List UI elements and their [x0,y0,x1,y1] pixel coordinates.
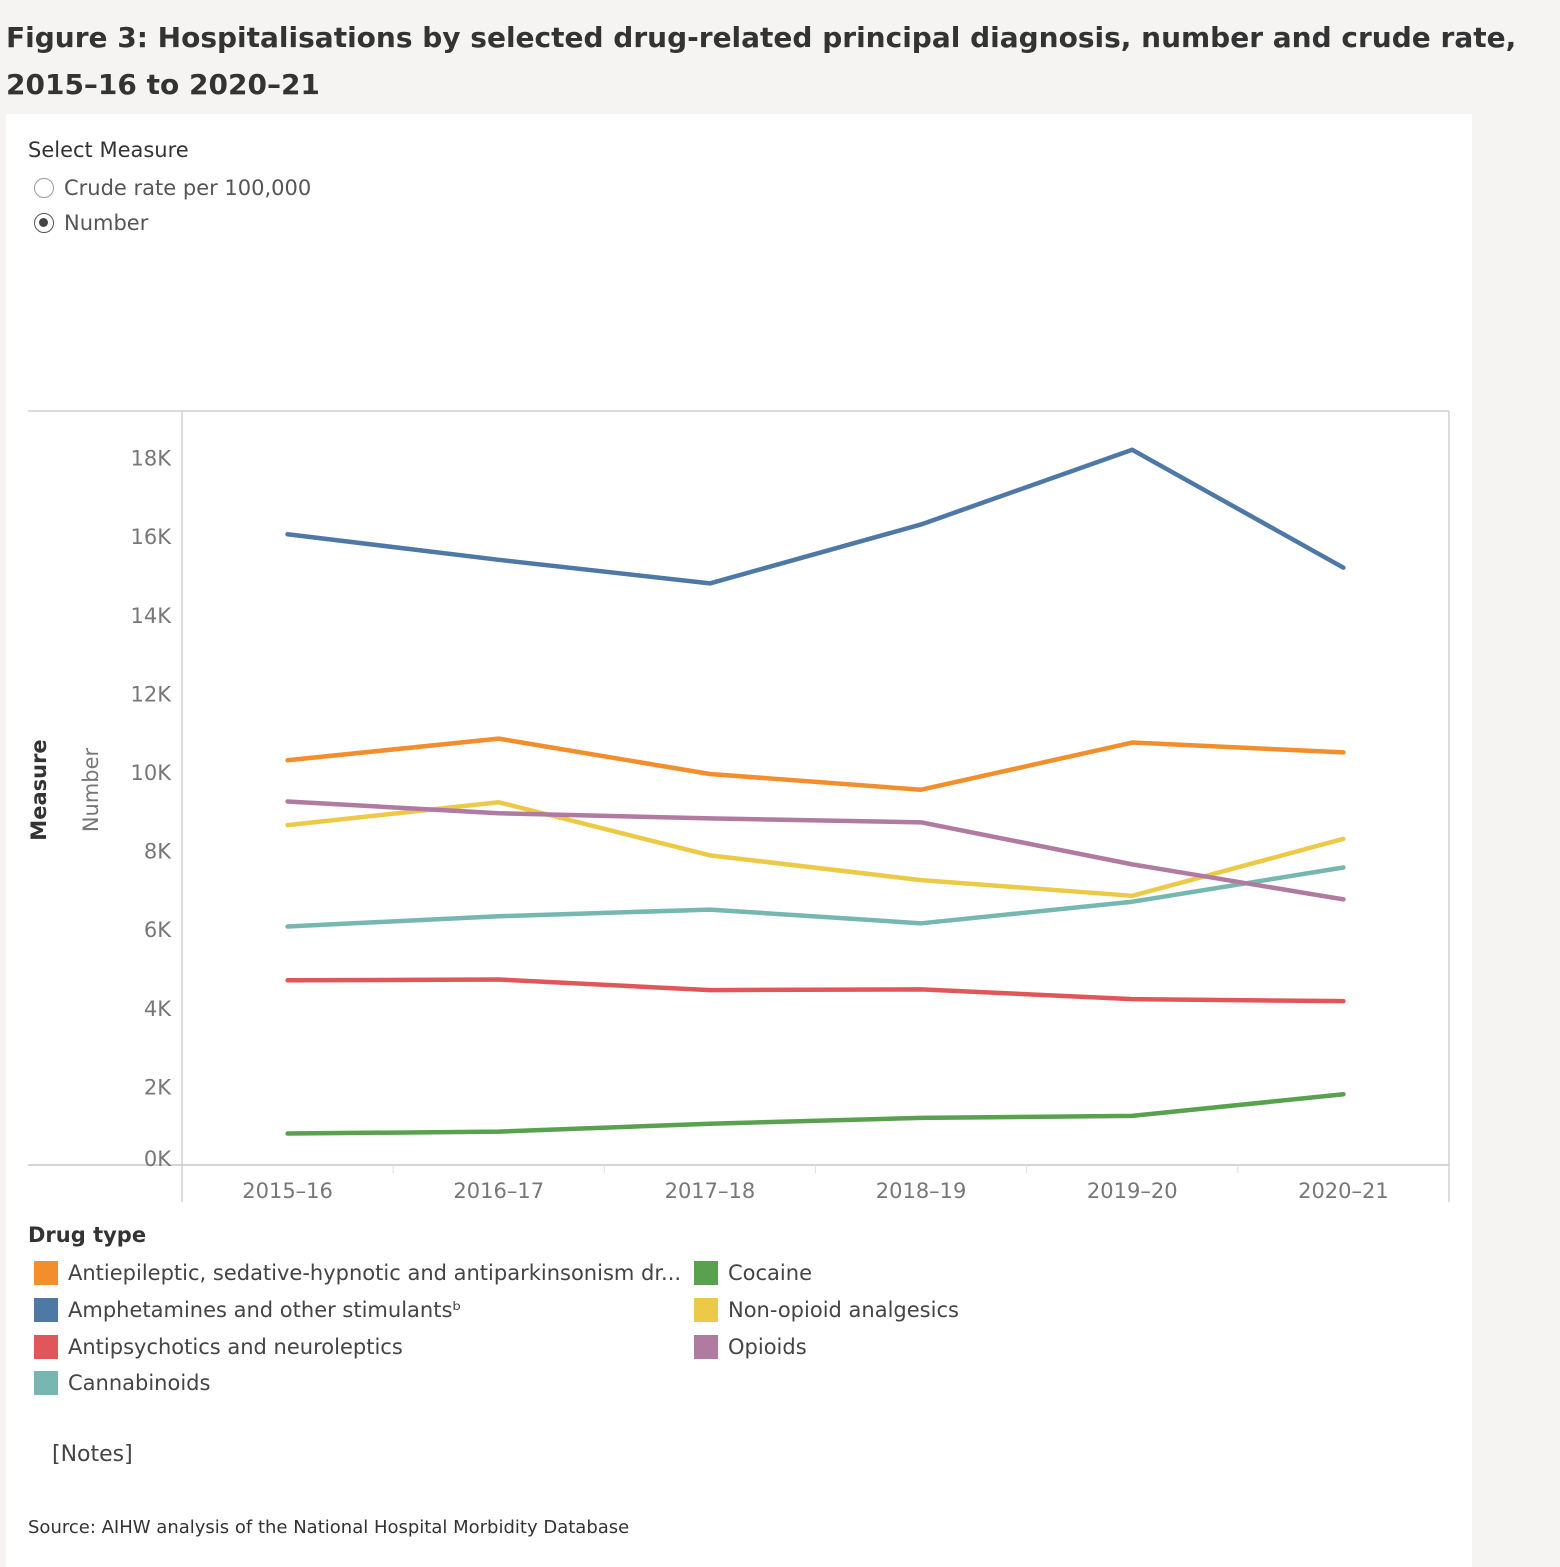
x-tick-label: 2016–17 [453,1179,544,1203]
y-axis-ticks: 0K 2K 4K 6K 8K 10K 12K 14K 16K 18K [131,447,173,1171]
series-line[interactable] [285,799,1346,902]
legend-swatch [34,1371,58,1395]
x-tick-label: 2019–20 [1087,1179,1178,1203]
chart-series [285,447,1346,1136]
source-note: Source: AIHW analysis of the National Ho… [28,1517,630,1538]
legend-swatch [694,1335,718,1359]
figure-title: Figure 3: Hospitalisations by selected d… [6,21,1517,101]
x-tick-label: 2020–21 [1298,1179,1389,1203]
legend-swatch [34,1261,58,1285]
legend-item[interactable]: Opioids [694,1332,807,1362]
y-axis-label-measure: Measure [27,739,51,840]
x-tick-label: 2018–19 [876,1179,967,1203]
series-line[interactable] [285,800,1346,899]
series-line[interactable] [285,1092,1346,1136]
x-axis-ticks: 2015–16 2016–17 2017–18 2018–19 2019–20 2020–… [242,1165,1389,1203]
legend-swatch [34,1335,58,1359]
series-line[interactable] [285,865,1346,929]
line-chart: 0K 2K 4K 6K 8K 10K 12K 14K 16K 18K 2015–16 2016–17… [27,410,1450,1203]
series-line[interactable] [285,977,1346,1004]
legend-item[interactable]: Antiepileptic, sedative-hypnotic and ant… [34,1258,681,1288]
radio-button-crude-rate[interactable] [34,178,54,198]
legend-label: Antipsychotics and neuroleptics [68,1335,403,1359]
y-tick-label: 4K [144,997,172,1021]
radio-crude-rate[interactable]: Crude rate per 100,000 [34,173,311,203]
notes-link[interactable]: [Notes] [52,1442,133,1467]
series-line[interactable] [285,447,1346,586]
legend-swatch [34,1298,58,1322]
y-tick-label: 8K [144,840,172,864]
radio-label-number: Number [64,211,149,235]
legend-item[interactable]: Amphetamines and other stimulantsᵇ [34,1295,461,1325]
y-tick-label: 10K [131,761,173,785]
radio-button-number[interactable] [34,213,54,233]
x-tick-label: 2015–16 [242,1179,333,1203]
chart-frame [28,410,1450,1202]
y-tick-label: 18K [131,447,173,471]
legend-label: Cannabinoids [68,1371,211,1395]
legend-label: Amphetamines and other stimulantsᵇ [68,1298,462,1322]
radio-label-crude-rate: Crude rate per 100,000 [64,176,312,200]
chart-panel: Select Measure Crude rate per 100,000 Nu… [6,114,1472,1567]
legend-label: Non-opioid analgesics [728,1298,959,1322]
legend-swatch [694,1298,718,1322]
y-tick-label: 6K [144,918,172,942]
legend-label: Antiepileptic, sedative-hypnotic and ant… [68,1261,682,1285]
legend-item[interactable]: Non-opioid analgesics [694,1295,959,1325]
y-axis-label-number: Number [79,747,103,832]
legend-item[interactable]: Antipsychotics and neuroleptics [34,1332,403,1362]
legend-label: Opioids [728,1335,807,1359]
legend-item[interactable]: Cannabinoids [34,1368,210,1398]
y-tick-label: 12K [131,682,173,706]
x-tick-label: 2017–18 [665,1179,756,1203]
series-line[interactable] [285,736,1346,792]
y-tick-label: 14K [131,604,173,628]
y-tick-label: 2K [144,1075,172,1099]
select-measure-title: Select Measure [28,138,189,162]
legend-item[interactable]: Cocaine [694,1258,812,1288]
y-tick-label: 0K [144,1147,172,1171]
y-tick-label: 16K [131,525,173,549]
legend-title: Drug type [28,1223,147,1247]
legend-swatch [694,1261,718,1285]
legend-label: Cocaine [728,1261,812,1285]
radio-number[interactable]: Number [34,208,148,238]
